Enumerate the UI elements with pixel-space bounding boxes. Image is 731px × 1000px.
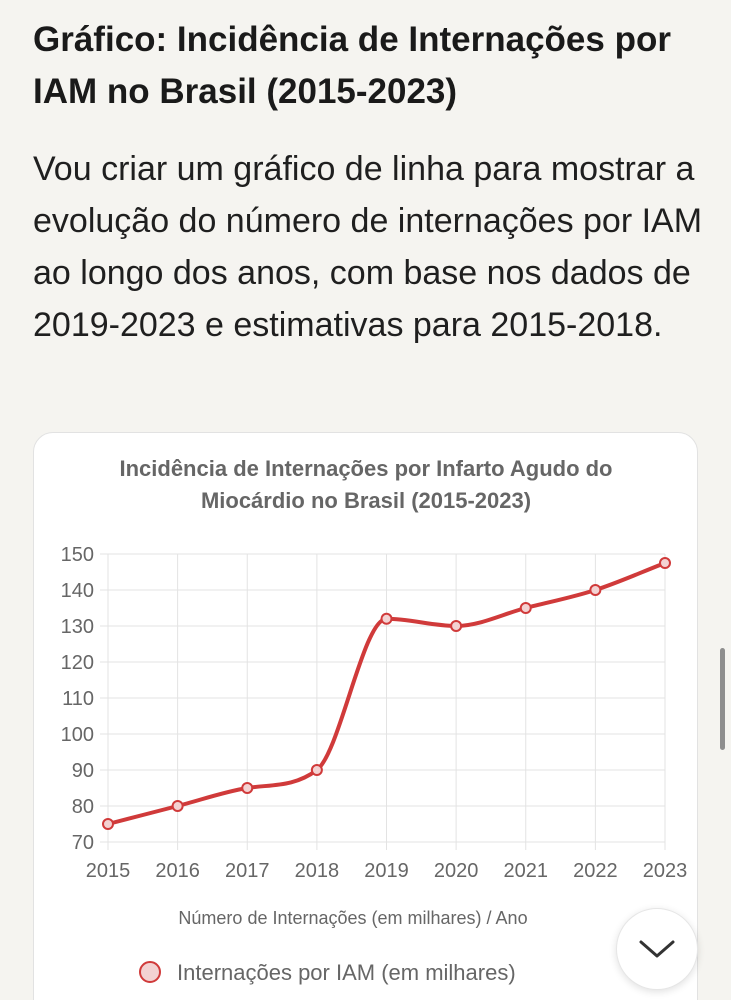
y-tick-label: 140 xyxy=(61,580,94,602)
y-tick-label: 70 xyxy=(72,832,94,854)
data-point xyxy=(310,764,323,776)
x-tick-label: 2020 xyxy=(434,860,479,882)
series-line xyxy=(106,561,667,826)
scroll-down-button[interactable] xyxy=(616,908,698,990)
chart-title-line: Miocárdio no Brasil (2015-2023) xyxy=(201,488,531,513)
intro-paragraph: Vou criar um gráfico de linha para mostr… xyxy=(33,150,703,344)
legend-marker xyxy=(139,961,161,983)
y-tick-label: 100 xyxy=(61,724,94,746)
x-tick-label: 2023 xyxy=(643,860,688,882)
y-tick-label: 130 xyxy=(61,616,94,638)
data-point xyxy=(659,557,671,569)
data-point xyxy=(519,602,532,614)
x-tick-label: 2021 xyxy=(504,860,549,882)
line-chart: Incidência de Internações por Infarto Ag… xyxy=(61,456,688,985)
scrollbar[interactable] xyxy=(720,648,725,750)
y-tick-label: 120 xyxy=(61,652,94,674)
chevron-down-icon xyxy=(639,940,675,958)
x-tick-label: 2018 xyxy=(295,860,340,882)
data-point xyxy=(171,800,184,812)
chart-title-line: Incidência de Internações por Infarto Ag… xyxy=(119,456,612,481)
x-tick-label: 2015 xyxy=(86,860,131,882)
data-point xyxy=(589,584,602,596)
y-tick-label: 80 xyxy=(72,796,94,818)
legend-label: Internações por IAM (em milhares) xyxy=(177,960,516,985)
chart-card: Incidência de Internações por Infarto Ag… xyxy=(33,432,698,1000)
y-tick-label: 90 xyxy=(72,760,94,782)
data-point xyxy=(450,620,463,632)
data-point xyxy=(380,612,393,625)
page-heading: Gráfico: Incidência de Internações por I… xyxy=(33,20,671,111)
y-tick-label: 110 xyxy=(62,688,94,710)
x-tick-label: 2022 xyxy=(573,860,618,882)
x-tick-label: 2019 xyxy=(364,860,409,882)
x-tick-label: 2016 xyxy=(155,860,200,882)
data-point xyxy=(102,818,114,830)
y-tick-label: 150 xyxy=(61,544,94,566)
data-point xyxy=(241,782,254,794)
x-tick-label: 2017 xyxy=(225,860,270,882)
x-axis-label: Número de Internações (em milhares) / An… xyxy=(178,908,527,928)
